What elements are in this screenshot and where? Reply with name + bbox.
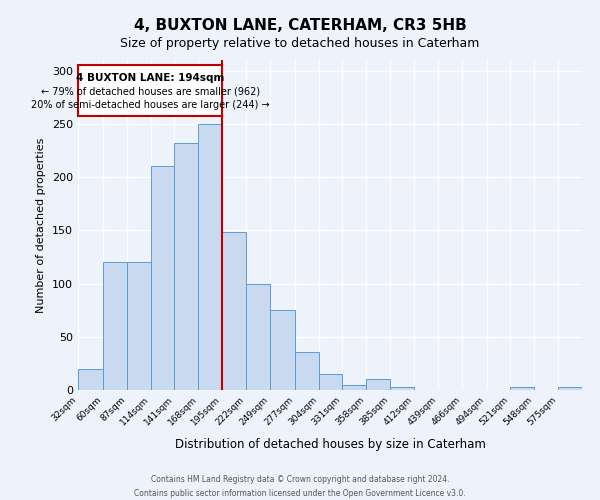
Bar xyxy=(78,368,103,390)
Bar xyxy=(270,310,295,390)
X-axis label: Distribution of detached houses by size in Caterham: Distribution of detached houses by size … xyxy=(175,438,485,451)
Bar xyxy=(343,384,366,390)
Bar xyxy=(390,387,414,390)
Y-axis label: Number of detached properties: Number of detached properties xyxy=(37,138,46,312)
FancyBboxPatch shape xyxy=(78,66,222,116)
Bar xyxy=(558,387,582,390)
Bar xyxy=(103,262,127,390)
Text: Size of property relative to detached houses in Caterham: Size of property relative to detached ho… xyxy=(121,38,479,51)
Bar xyxy=(295,352,319,390)
Bar xyxy=(222,232,246,390)
Bar xyxy=(175,143,198,390)
Text: 4, BUXTON LANE, CATERHAM, CR3 5HB: 4, BUXTON LANE, CATERHAM, CR3 5HB xyxy=(134,18,466,32)
Bar xyxy=(366,380,390,390)
Bar xyxy=(246,284,270,390)
Bar xyxy=(151,166,175,390)
Bar xyxy=(319,374,343,390)
Bar xyxy=(127,262,151,390)
Bar xyxy=(198,124,222,390)
Text: 4 BUXTON LANE: 194sqm: 4 BUXTON LANE: 194sqm xyxy=(76,73,224,83)
Text: 20% of semi-detached houses are larger (244) →: 20% of semi-detached houses are larger (… xyxy=(31,100,269,110)
Text: ← 79% of detached houses are smaller (962): ← 79% of detached houses are smaller (96… xyxy=(41,86,260,97)
Text: Contains HM Land Registry data © Crown copyright and database right 2024.
Contai: Contains HM Land Registry data © Crown c… xyxy=(134,476,466,498)
Bar xyxy=(511,387,534,390)
